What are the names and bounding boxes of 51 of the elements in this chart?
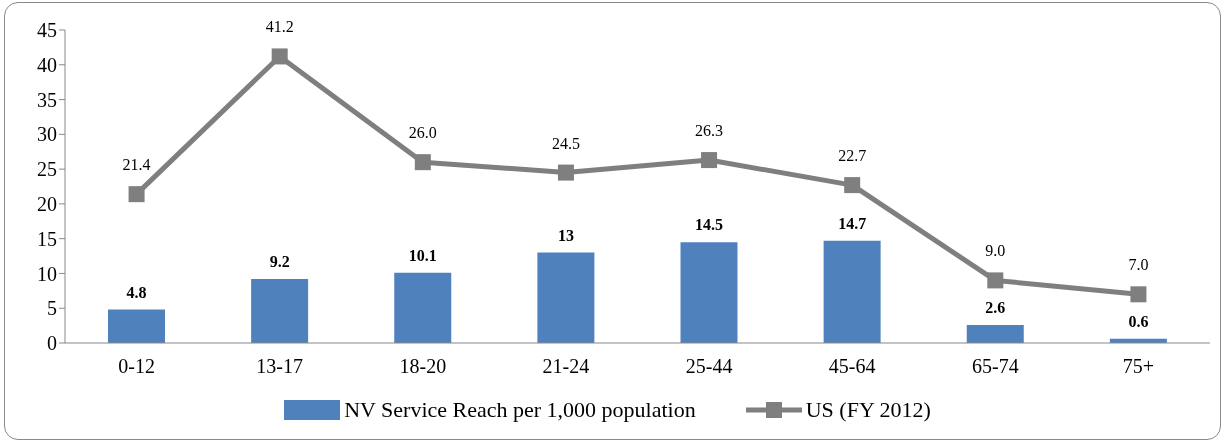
bar: [394, 272, 452, 343]
data-label: 7.0: [1128, 256, 1149, 274]
x-tick-label: 65-74: [971, 355, 1019, 378]
point: [128, 186, 145, 203]
data-label: 10.1: [408, 246, 437, 264]
data-label: 9.0: [985, 242, 1006, 260]
bar: [966, 324, 1024, 343]
y-tick-label: 35: [37, 88, 57, 111]
data-label: 22.7: [838, 147, 867, 165]
point: [271, 48, 288, 65]
bar: [108, 309, 165, 343]
y-tick-label: 25: [37, 158, 57, 181]
point: [414, 154, 431, 171]
x-tick-label: 21-24: [542, 355, 590, 378]
data-label: 24.5: [551, 134, 580, 152]
y-tick-label: 20: [37, 192, 57, 215]
y-tick-label: 0: [47, 332, 57, 355]
data-label: 26.3: [695, 122, 724, 140]
data-label: 13: [557, 226, 574, 244]
data-label: 2.6: [985, 298, 1006, 316]
y-tick-label: 15: [37, 227, 57, 250]
bar: [680, 242, 738, 343]
legend-label: NV Service Reach per 1,000 population: [344, 397, 696, 423]
y-tick-label: 30: [37, 123, 57, 146]
point: [701, 152, 718, 169]
point: [1130, 286, 1147, 303]
y-tick-label: 5: [47, 297, 57, 320]
bar: [823, 240, 881, 343]
data-label: 14.5: [695, 216, 723, 234]
x-tick-label: 0-12: [118, 355, 155, 378]
x-tick-label: 18-20: [399, 355, 447, 378]
data-label: 0.6: [1128, 312, 1149, 330]
point: [557, 164, 574, 181]
x-tick-label: 75+: [1122, 355, 1155, 378]
legend-label: US (FY 2012): [805, 397, 931, 423]
x-tick-label: 45-64: [828, 355, 876, 378]
data-label: 14.7: [838, 214, 867, 232]
point: [987, 272, 1004, 289]
data-label: 4.8: [126, 283, 147, 301]
y-tick-label: 40: [37, 53, 57, 76]
data-label: 41.2: [265, 18, 294, 36]
x-tick-label: 13-17: [256, 355, 304, 378]
point: [844, 177, 861, 194]
data-label: 9.2: [269, 253, 290, 271]
bar: [537, 252, 595, 343]
x-tick-label: 25-44: [685, 355, 733, 378]
data-label: 26.0: [408, 124, 437, 142]
y-tick-label: 45: [37, 19, 57, 42]
y-tick-label: 10: [37, 262, 57, 285]
bar: [251, 279, 309, 343]
data-label: 21.4: [122, 156, 151, 174]
